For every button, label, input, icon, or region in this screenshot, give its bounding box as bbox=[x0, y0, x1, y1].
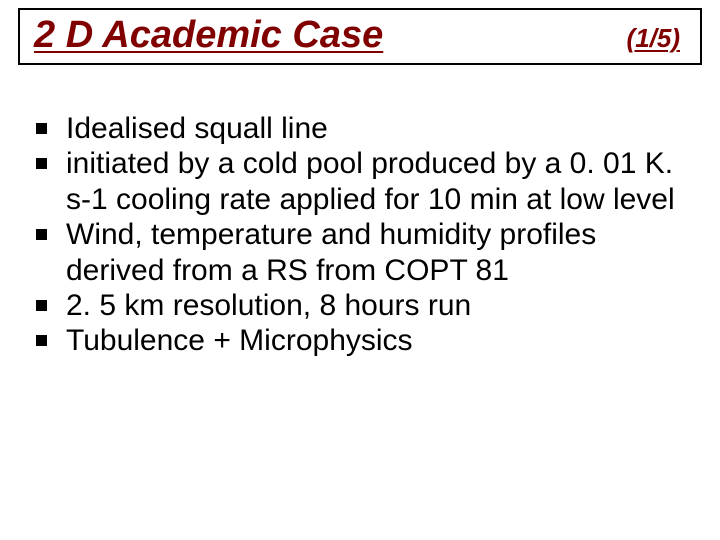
list-item: 2. 5 km resolution, 8 hours run bbox=[26, 288, 690, 323]
bullet-text: Tubulence + Microphysics bbox=[66, 324, 413, 357]
slide: 2 D Academic Case (1/5) Idealised squall… bbox=[0, 0, 720, 540]
slide-body: Idealised squall line initiated by a col… bbox=[18, 111, 702, 359]
list-item: Wind, temperature and humidity profiles … bbox=[26, 217, 690, 288]
title-box: 2 D Academic Case (1/5) bbox=[18, 8, 702, 65]
bullet-text: Wind, temperature and humidity profiles … bbox=[66, 218, 596, 286]
list-item: Idealised squall line bbox=[26, 111, 690, 146]
bullet-text: 2. 5 km resolution, 8 hours run bbox=[66, 289, 471, 322]
bullet-list: Idealised squall line initiated by a col… bbox=[26, 111, 690, 359]
list-item: initiated by a cold pool produced by a 0… bbox=[26, 146, 690, 217]
slide-title: 2 D Academic Case bbox=[34, 14, 383, 57]
list-item: Tubulence + Microphysics bbox=[26, 323, 690, 358]
bullet-text: initiated by a cold pool produced by a 0… bbox=[66, 147, 675, 215]
bullet-text: Idealised squall line bbox=[66, 112, 328, 145]
page-counter: (1/5) bbox=[627, 23, 680, 54]
